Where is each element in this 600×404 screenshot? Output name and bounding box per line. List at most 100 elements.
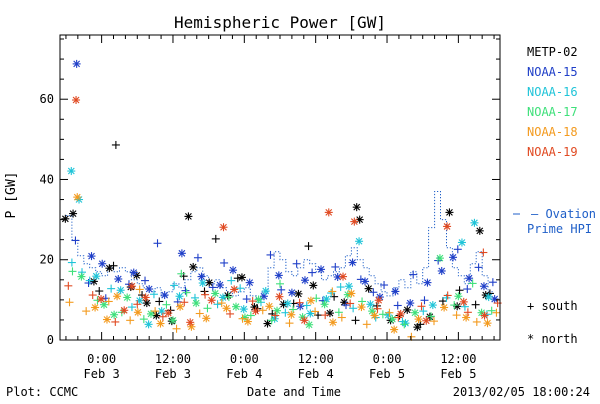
series-noaa-17 [68,254,496,329]
north-data-point [309,281,318,290]
north-data-point [61,214,70,223]
north-data-point [176,302,185,311]
x-tick-label-date: Feb 3 [84,367,120,381]
north-data-point [245,278,254,287]
south-data-point [258,306,267,315]
chart-title: Hemispheric Power [GW] [174,13,386,32]
south-data-point [281,308,290,317]
south-data-point [450,301,459,310]
south-data-point [276,279,284,288]
north-data-point [454,292,463,301]
south-data-point [342,301,350,310]
south-data-point [311,307,320,316]
x-tick-label-date: Feb 4 [226,367,262,381]
north-data-point [459,297,468,306]
north-data-point [449,253,458,262]
south-data-point [217,299,226,308]
south-data-point [443,291,452,300]
y-tick-label: 0 [47,333,54,347]
legend-north-marker: * north [527,332,578,346]
north-data-point [300,276,309,285]
south-data-point [248,297,257,306]
north-data-point [324,208,333,217]
north-data-point [287,288,296,297]
north-data-point [414,315,423,324]
north-data-point [219,223,228,232]
south-data-point [236,284,245,293]
north-data-point [339,272,348,281]
north-data-point [144,320,153,329]
south-data-point [304,242,313,251]
legend-entry-noaa-16: NOAA-16 [527,85,578,99]
north-data-point [152,311,161,320]
north-data-point [344,282,353,291]
south-data-point [285,319,294,328]
north-data-point [480,311,489,320]
south-data-point [331,262,340,271]
south-data-point [409,270,418,279]
north-data-point [396,309,405,318]
south-data-point [277,285,286,294]
north-data-point [229,266,238,275]
y-tick-label: 20 [40,253,54,267]
south-data-point [479,248,488,257]
north-data-point [97,295,106,304]
satellite-data-points [61,59,502,341]
x-tick-label-time: 12:00 [298,352,334,366]
south-data-point [88,291,97,300]
north-data-point [428,301,437,310]
south-data-point [82,307,91,316]
x-tick-label-date: Feb 5 [440,367,476,381]
south-data-point [369,288,378,297]
north-data-point [364,284,373,293]
y-tick-label: 40 [40,172,54,186]
south-data-point [127,303,136,312]
north-data-point [184,212,193,221]
north-data-point [77,272,86,281]
south-data-point [141,276,150,285]
south-data-point [158,312,167,321]
south-data-point [393,301,402,310]
south-data-point [472,317,481,326]
north-data-point [275,292,284,301]
series-noaa-18 [65,193,501,341]
south-data-point [64,281,73,290]
ovation-prime-hpi-line [65,191,495,301]
north-data-point [437,266,446,275]
x-tick-label-date: Feb 5 [369,367,405,381]
plot-timestamp: 2013/02/05 18:00:24 [453,385,590,399]
north-data-point [457,238,466,247]
north-data-point [443,222,452,231]
north-data-point [465,274,474,283]
south-data-point [67,258,76,267]
north-data-point [403,305,412,314]
legend-entry-noaa-18: NOAA-18 [527,125,578,139]
north-data-point [129,268,138,277]
north-data-point [479,282,488,291]
south-data-point [385,308,394,317]
north-data-point [67,167,76,176]
south-data-point [190,293,199,302]
north-data-point [390,325,399,334]
x-tick-label-time: 12:00 [440,352,476,366]
legend-entry-noaa-15: NOAA-15 [527,65,578,79]
south-data-point [271,311,280,320]
north-data-point [435,254,444,263]
north-data-point [300,316,309,325]
north-data-point [370,311,379,320]
south-data-point [151,307,160,316]
north-data-point [357,303,366,312]
north-data-point [484,293,493,302]
south-data-point [149,290,158,299]
south-data-point [211,234,220,243]
north-data-point [113,292,122,301]
north-data-point [123,293,132,302]
south-data-point [180,298,189,307]
north-data-point [422,316,431,325]
legend-entry-metp-02: METP-02 [527,45,578,59]
x-tick-label-time: 0:00 [373,352,402,366]
north-data-point [401,319,410,328]
south-data-point [267,316,276,325]
